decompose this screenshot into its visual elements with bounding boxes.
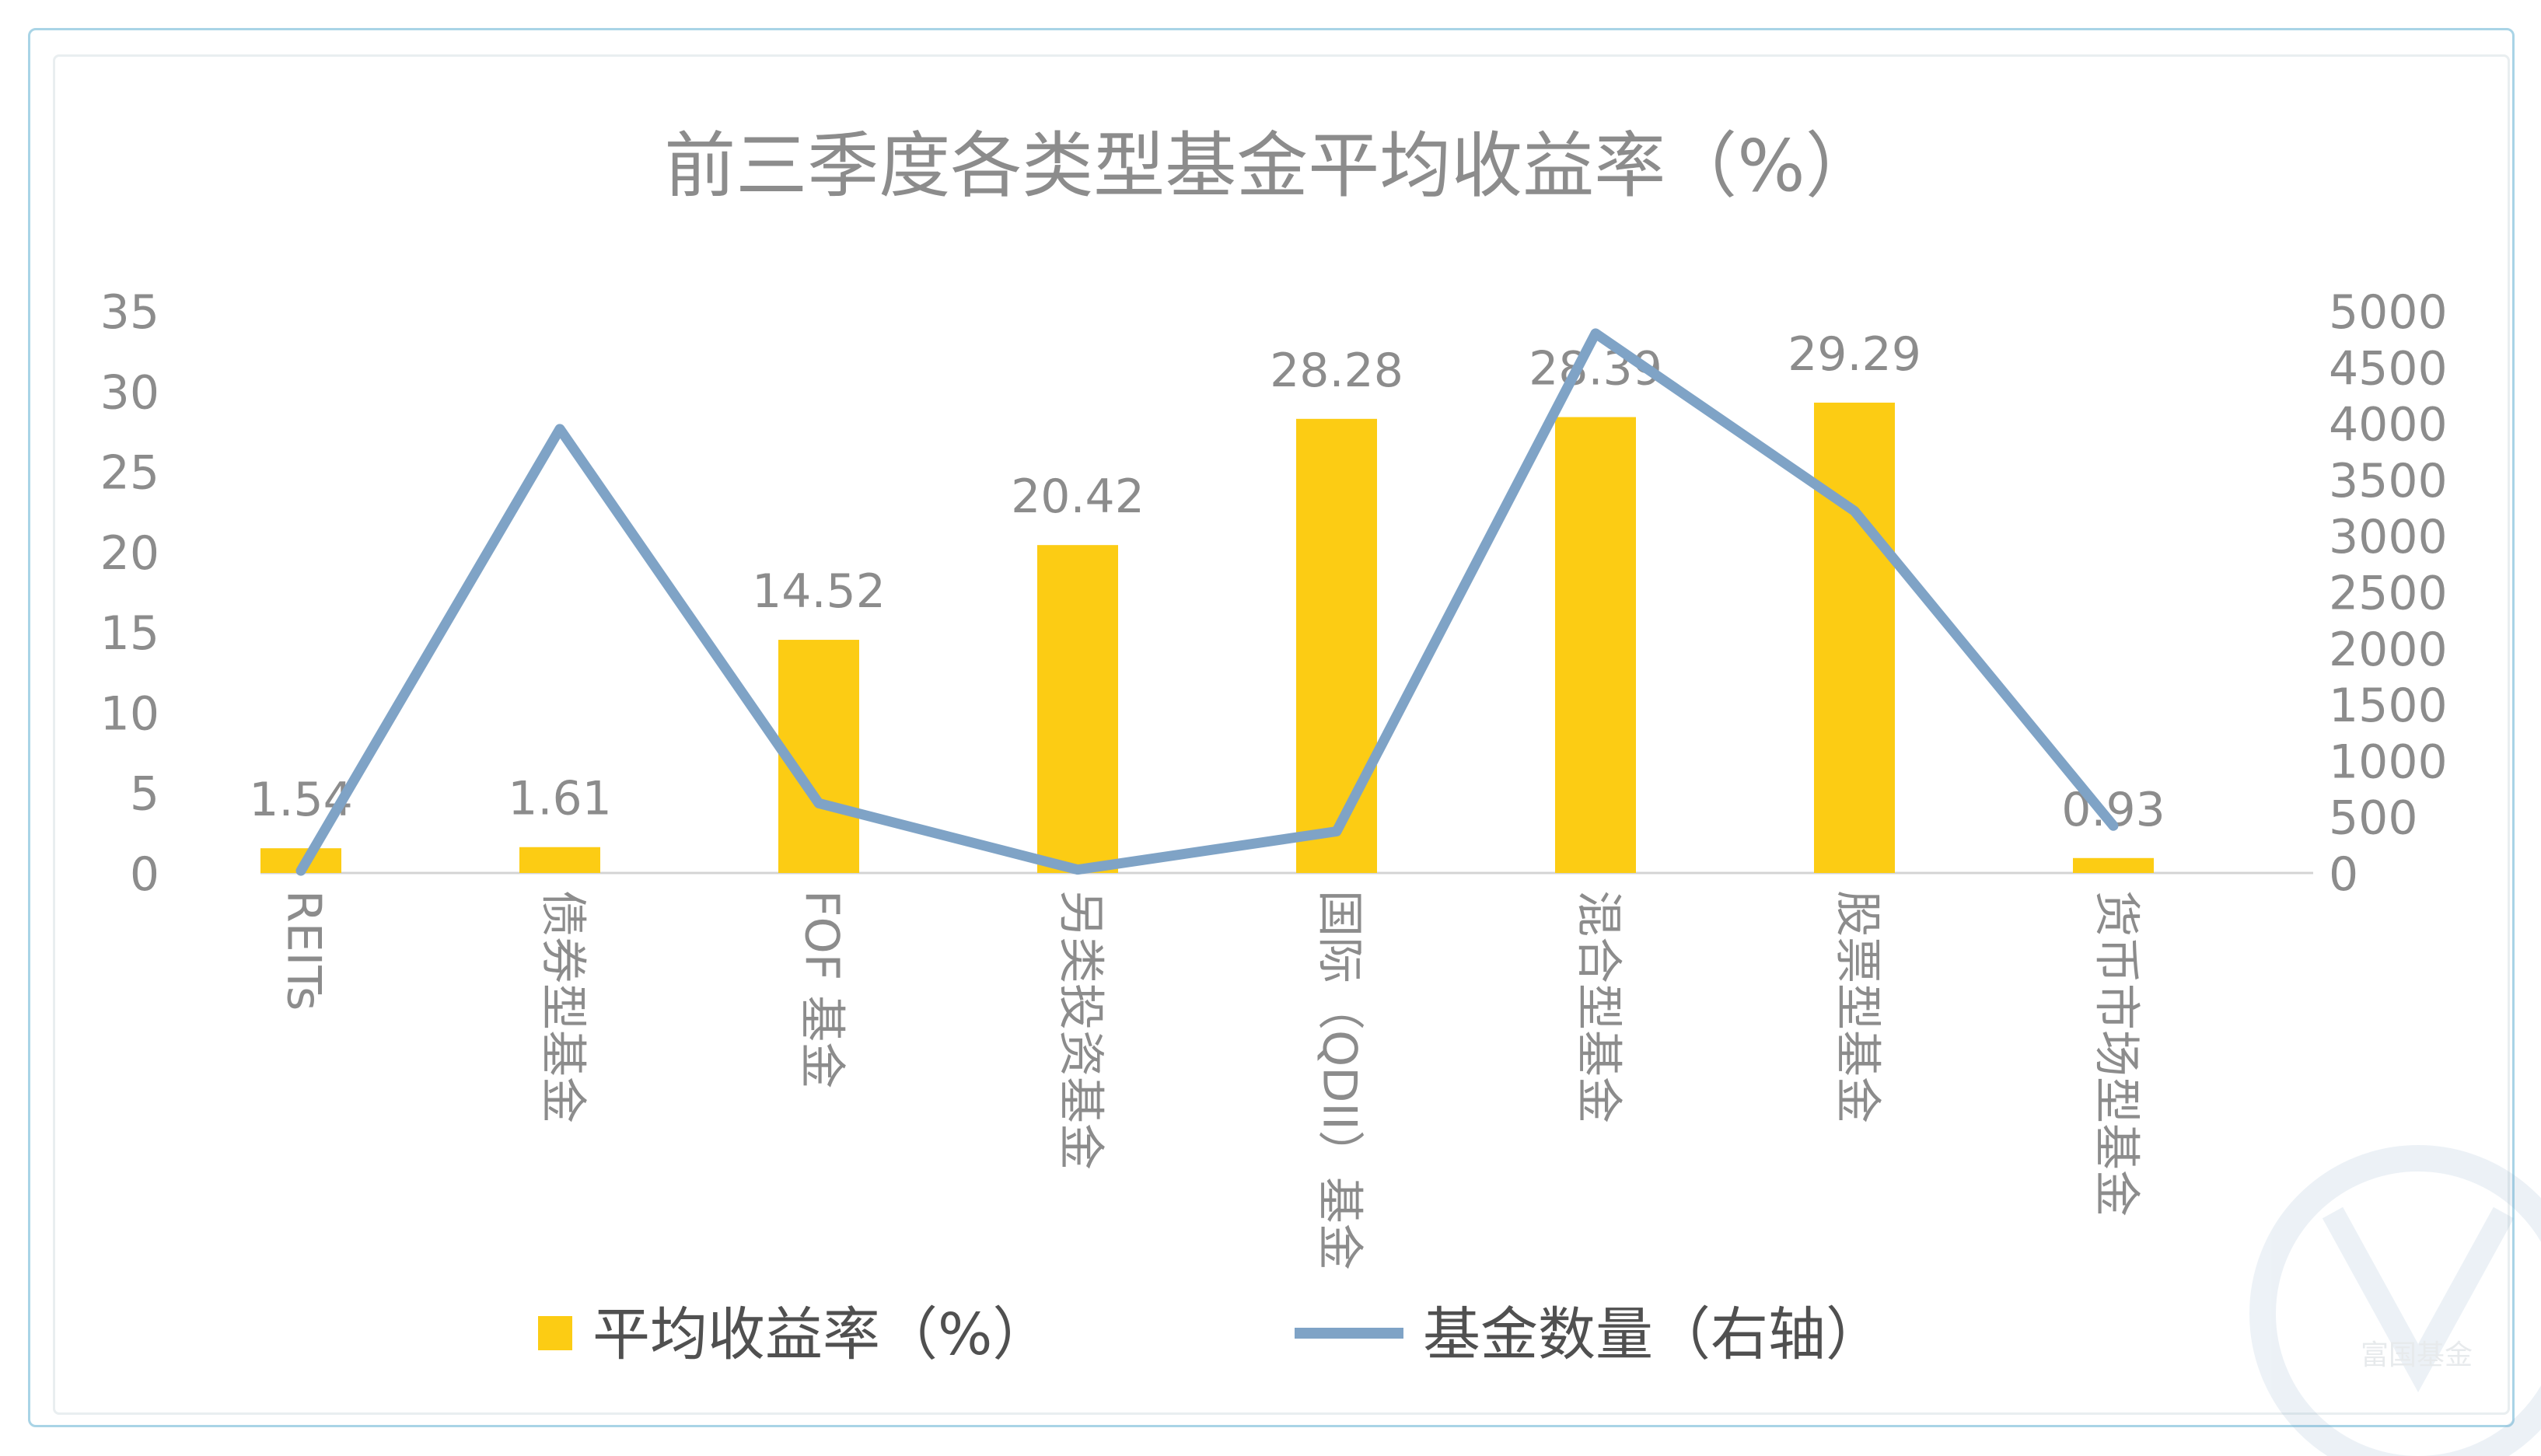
bar [1037,545,1118,873]
right-tick-label: 3500 [2329,454,2448,508]
x-tick-label: FOF 基金 [794,890,848,1088]
right-tick-label: 2500 [2329,567,2448,621]
left-tick-label: 35 [100,285,159,340]
legend-bar-label: 平均收益率（%） [592,1301,1050,1368]
x-axis-category-labels: REITs 债券型基金 FOF 基金 另类投资基金 国际（QDII）基金 混合型基金 股票型… [276,890,2143,1270]
right-tick-label: 5000 [2329,285,2448,340]
chart-frame-outer [28,28,2515,1427]
x-tick-label: 货币市场型基金 [2088,890,2143,1217]
bar [2073,857,2154,873]
bar-series [260,402,2154,873]
chart-title: 前三季度各类型基金平均收益率（%） [664,124,1876,208]
bar [519,847,600,873]
line-path [295,328,2119,876]
right-tick-label: 2000 [2329,623,2448,677]
left-tick-label: 0 [130,847,159,902]
left-axis-ticks: 0 5 10 15 20 25 30 35 [100,285,159,902]
bar-data-label: 14.52 [752,564,886,619]
legend: 平均收益率（%） 基金数量（右轴） [538,1301,1883,1368]
watermark-logo: 富国基金 [2249,1145,2541,1456]
chart-frame-inner [53,54,2510,1415]
x-tick-label: 股票型基金 [1830,890,1884,1123]
line-series [295,328,2119,876]
legend-bar-swatch [538,1316,572,1350]
x-tick-label: 混合型基金 [1571,890,1625,1123]
right-tick-label: 1000 [2329,735,2448,789]
x-tick-label: 另类投资基金 [1053,890,1107,1170]
right-tick-label: 1500 [2329,679,2448,733]
x-tick-label: 债券型基金 [535,890,589,1123]
right-tick-label: 4000 [2329,398,2448,452]
right-tick-label: 3000 [2329,510,2448,564]
left-tick-label: 10 [100,686,159,741]
right-tick-label: 0 [2329,847,2358,902]
bar-data-label: 29.29 [1788,327,1921,382]
bar-data-label: 1.61 [508,772,612,826]
left-tick-label: 30 [100,365,159,420]
left-tick-label: 25 [100,446,159,501]
legend-line-label: 基金数量（右轴） [1423,1301,1883,1368]
left-tick-label: 20 [100,526,159,581]
right-tick-label: 4500 [2329,341,2448,396]
left-tick-label: 5 [130,767,159,822]
bar [1555,417,1636,873]
bar-data-label: 28.28 [1270,344,1403,398]
bar-data-label: 20.42 [1011,470,1145,524]
bar [1814,402,1895,873]
bar [1296,418,1377,873]
x-tick-label: 国际（QDII）基金 [1312,890,1366,1270]
left-tick-label: 15 [100,606,159,661]
right-tick-label: 500 [2329,791,2418,846]
watermark-text: 富国基金 [2361,1339,2473,1371]
x-tick-label: REITs [276,890,330,1011]
